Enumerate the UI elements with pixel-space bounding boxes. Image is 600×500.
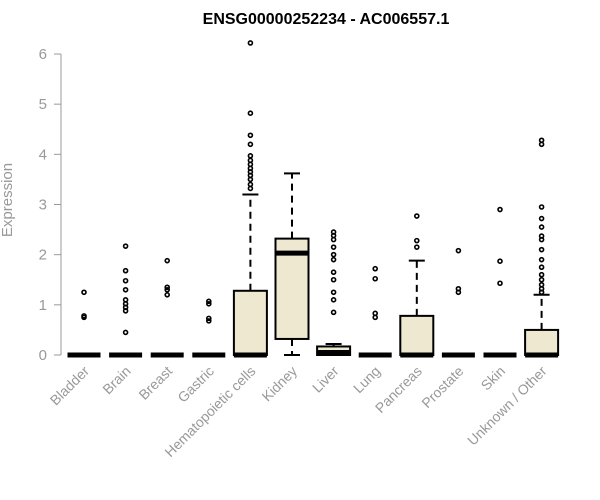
outlier-point [538, 281, 545, 288]
outlier-point [164, 257, 170, 264]
outlier-point [330, 297, 337, 303]
outlier-point [206, 315, 212, 322]
outlier-point [538, 246, 545, 253]
outlier-point [330, 289, 337, 296]
x-tick-label: Prostate [418, 363, 466, 411]
outlier-point [497, 280, 503, 287]
box-brain [109, 243, 143, 358]
outlier-point [330, 229, 337, 235]
box-lung [358, 265, 392, 358]
box-breast [150, 257, 184, 358]
plot-area [67, 40, 560, 358]
box-kidney [274, 172, 310, 356]
box-skin [483, 206, 517, 358]
box-body [399, 314, 435, 356]
outlier-point [330, 256, 337, 263]
y-axis: 0 1 2 3 4 5 6 [39, 46, 62, 364]
outlier-point [330, 309, 337, 316]
outlier-point [122, 277, 129, 284]
x-tick-label: Liver [309, 363, 342, 396]
x-tick-label: Kidney [259, 363, 301, 405]
chart-title: ENSG00000252234 - AC006557.1 [203, 11, 450, 28]
box-pancreas [399, 213, 435, 358]
box-unknown-other [524, 137, 560, 358]
outlier-point [330, 269, 337, 276]
outlier-point [122, 286, 129, 293]
outlier-point [372, 310, 379, 317]
outlier-point [413, 213, 420, 219]
outlier-point [164, 291, 170, 298]
outlier-point [497, 206, 503, 213]
outlier-point [497, 258, 503, 264]
outlier-point [330, 244, 337, 250]
outlier-point [413, 244, 420, 250]
x-tick-label: Skin [478, 363, 509, 394]
outlier-point [247, 141, 254, 148]
outlier-point [122, 243, 129, 249]
y-tick-label: 0 [39, 347, 47, 364]
outlier-point [538, 224, 545, 230]
y-tick-label: 5 [39, 96, 47, 113]
outlier-point [247, 153, 254, 159]
box-hematopoietic-cells [232, 40, 268, 358]
outlier-point [538, 204, 545, 210]
x-tick-label: Bladder [47, 363, 93, 409]
outlier-point [413, 237, 420, 244]
outlier-point [455, 285, 462, 292]
outlier-point [330, 276, 337, 283]
y-tick-label: 1 [39, 297, 47, 314]
outlier-point [247, 181, 254, 188]
outlier-point [538, 276, 545, 283]
outlier-point [81, 289, 87, 296]
outlier-point [164, 286, 170, 293]
x-tick-label: Unknown / Other [464, 363, 550, 449]
outlier-point [455, 247, 462, 254]
outlier-point [122, 297, 129, 303]
outlier-point [538, 215, 545, 222]
y-tick-label: 6 [39, 46, 47, 63]
y-tick-label: 3 [39, 197, 47, 214]
box-body [524, 328, 560, 356]
outlier-point [247, 157, 254, 164]
outlier-point [81, 313, 87, 319]
y-axis-label: Expression [0, 163, 16, 237]
box-prostate [441, 247, 475, 358]
box-gastric [192, 298, 226, 358]
box-body [232, 289, 268, 356]
outlier-point [247, 132, 254, 139]
outlier-point [247, 110, 254, 116]
outlier-point [538, 137, 545, 144]
outlier-point [538, 264, 545, 271]
box-liver [316, 229, 352, 357]
box-bladder [67, 289, 101, 358]
outlier-point [330, 251, 337, 258]
x-tick-label: Lung [350, 363, 383, 396]
outlier-point [122, 329, 129, 336]
y-tick-label: 4 [39, 146, 47, 163]
outlier-point [206, 318, 212, 324]
outlier-point [122, 267, 129, 274]
outlier-point [538, 271, 545, 278]
outlier-point [206, 298, 212, 305]
x-tick-label: Breast [135, 363, 175, 403]
outlier-point [538, 256, 545, 263]
outlier-point [538, 233, 545, 239]
outlier-point [164, 284, 170, 291]
outlier-point [206, 301, 212, 307]
x-tick-label: Brain [99, 363, 133, 397]
outlier-point [372, 265, 379, 272]
outlier-point [247, 40, 254, 46]
y-tick-label: 2 [39, 247, 47, 264]
outlier-point [372, 275, 379, 282]
